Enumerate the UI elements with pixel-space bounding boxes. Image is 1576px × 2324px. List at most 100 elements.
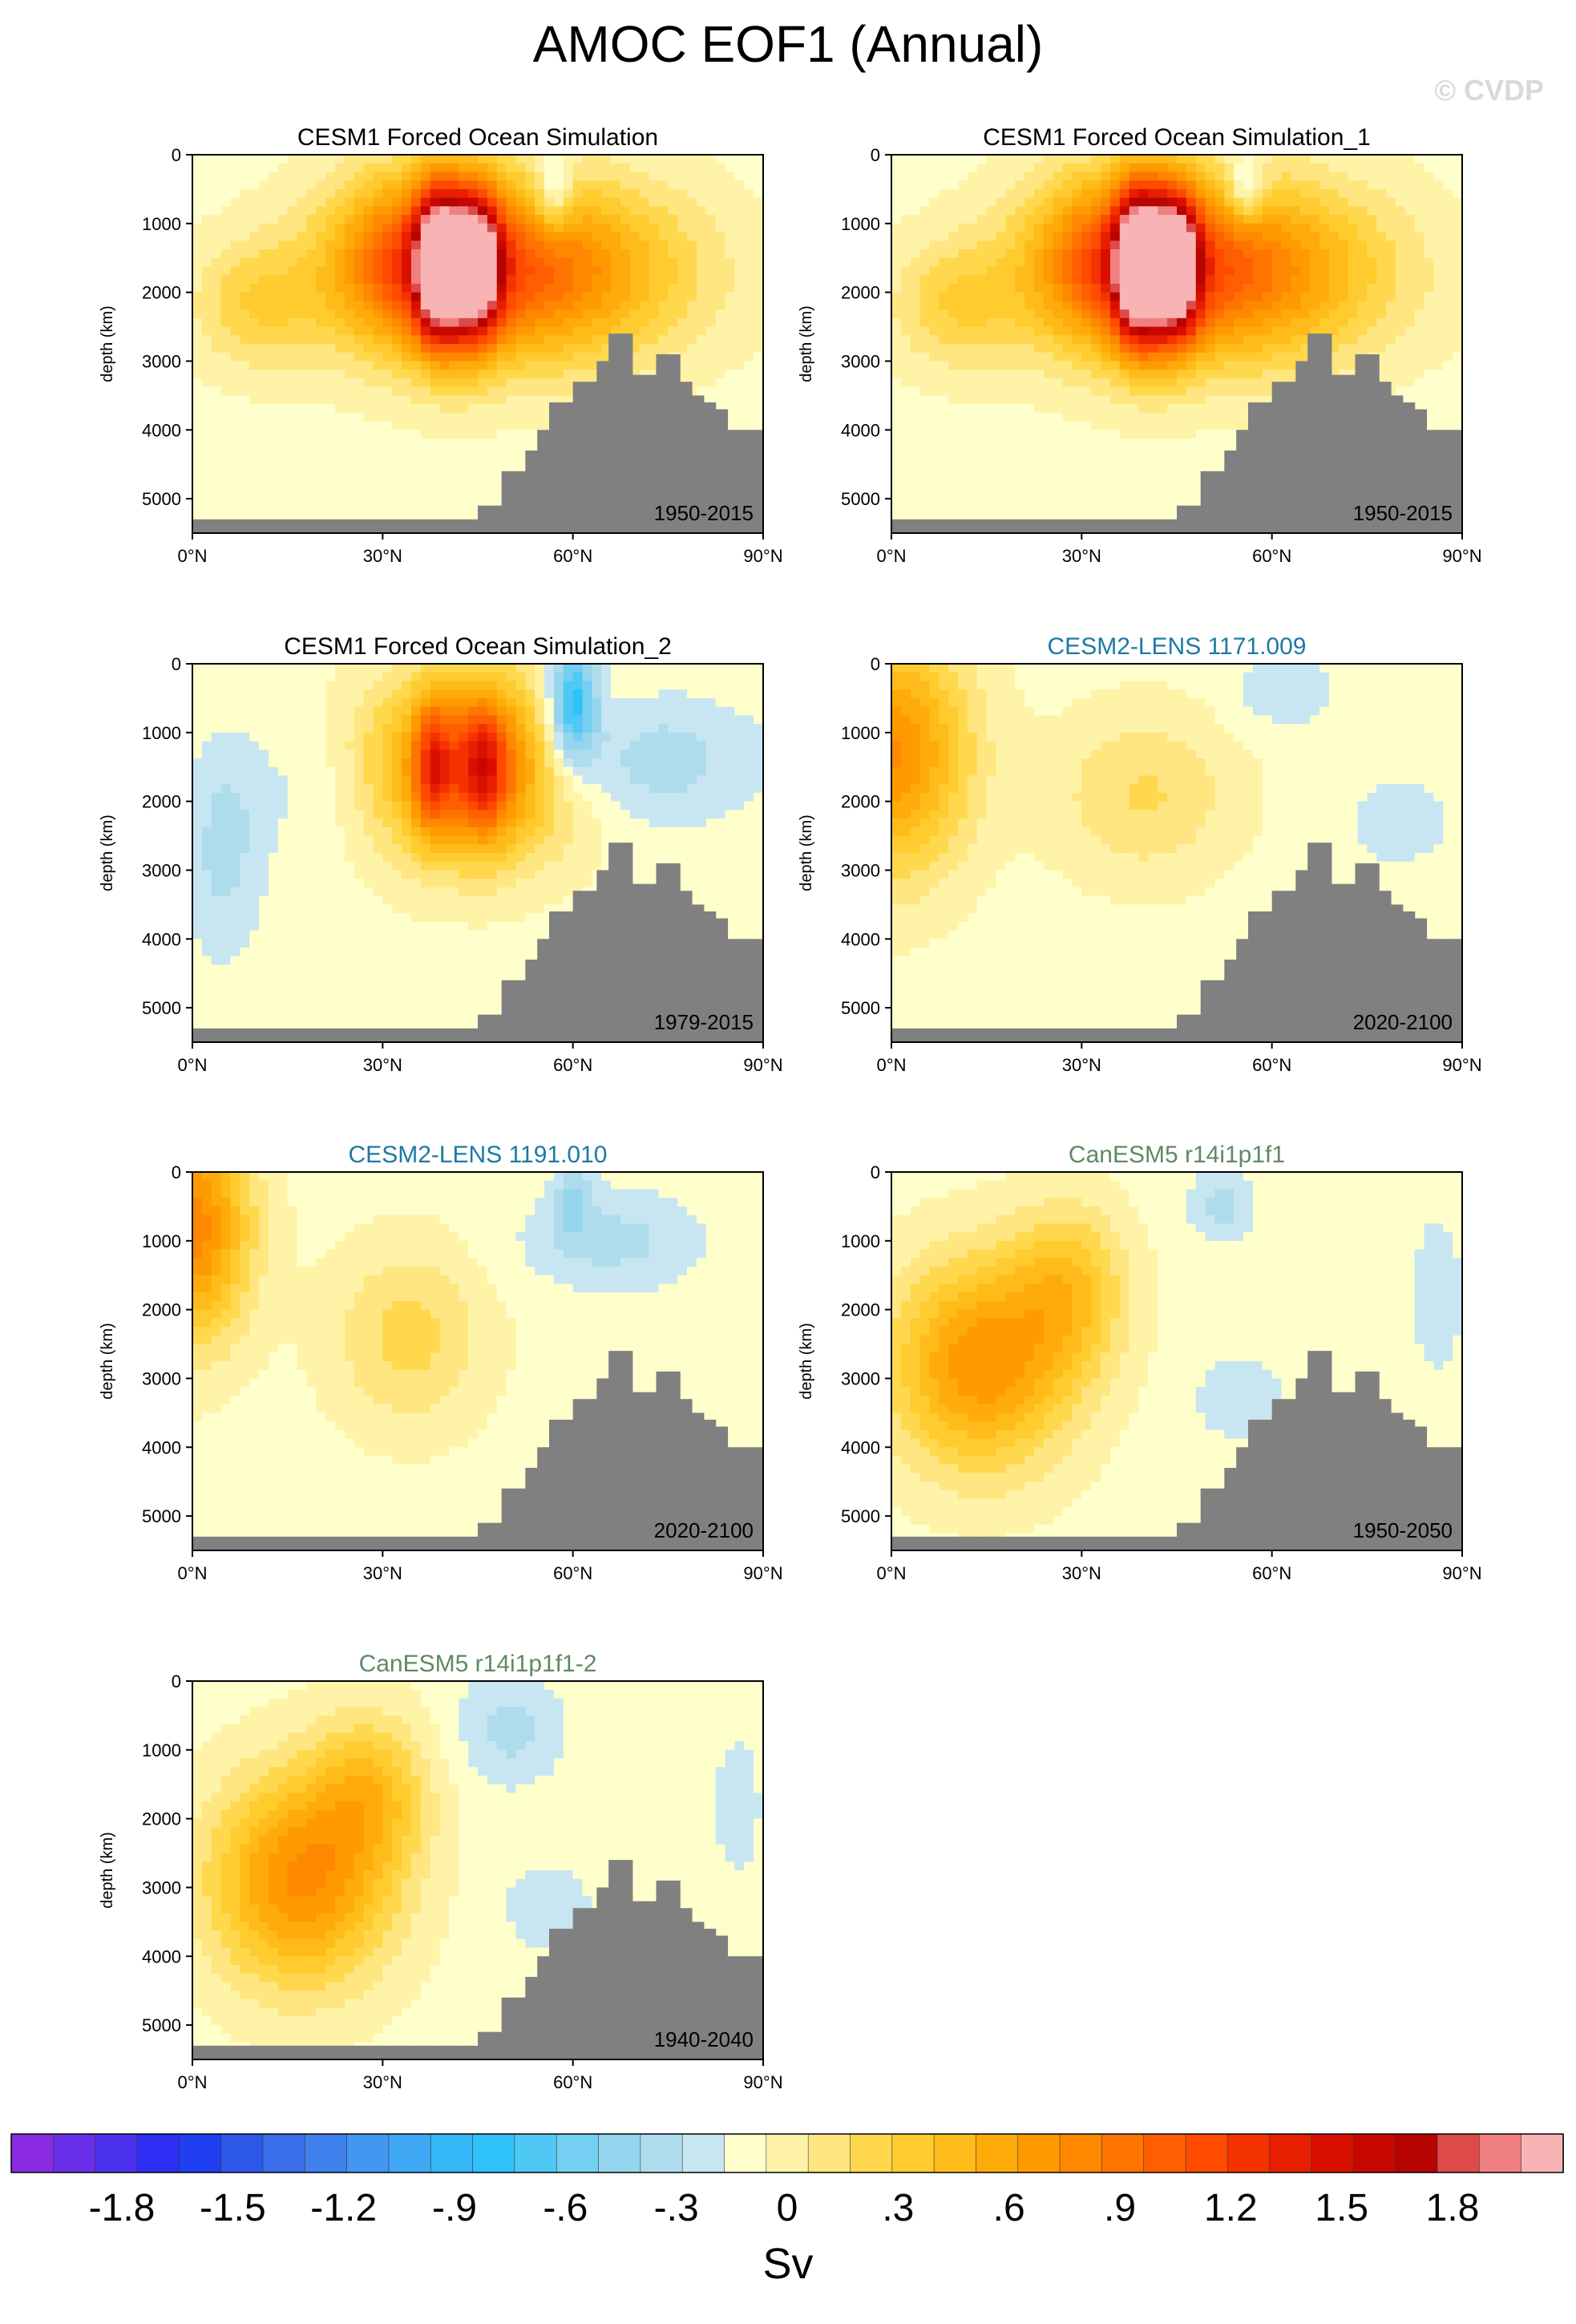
y-tick-label: 1000 xyxy=(142,214,181,234)
y-tick-label: 2000 xyxy=(142,1809,181,1829)
y-tick-label: 1000 xyxy=(142,1740,181,1760)
panel-6: CanESM5 r14i1p1f1 1950-2050 0°N 30°N 60°N 90°… xyxy=(798,1142,1482,1583)
x-tick-label: 60°N xyxy=(553,546,592,566)
panel-5-frame xyxy=(192,1171,764,1551)
colorbar-tick-label: 1.8 xyxy=(1426,2187,1480,2229)
colorbar-swatch xyxy=(724,2133,767,2173)
colorbar-swatch xyxy=(430,2133,474,2173)
y-tick-label: 4000 xyxy=(841,929,880,949)
colorbar-swatch xyxy=(1311,2133,1355,2173)
colorbar-tick-label: -1.2 xyxy=(310,2187,377,2229)
y-tick-label: 2000 xyxy=(142,792,181,812)
colorbar-tick-label: .6 xyxy=(993,2187,1025,2229)
x-tick-label: 60°N xyxy=(1252,546,1291,566)
x-tick-label: 60°N xyxy=(553,1563,592,1583)
colorbar-swatch xyxy=(1353,2133,1396,2173)
panel-4-title: CESM2-LENS 1171.009 xyxy=(1048,633,1307,660)
colorbar-swatch xyxy=(640,2133,683,2173)
y-tick-label: 0 xyxy=(871,654,880,674)
panel-3-ylabel: depth (km) xyxy=(99,814,116,891)
y-tick-label: 2000 xyxy=(841,1300,880,1320)
panel-4: CESM2-LENS 1171.009 2020-2100 0°N 30°N 60°N 9… xyxy=(798,633,1482,1075)
y-tick-label: 5000 xyxy=(841,998,880,1018)
y-tick-label: 1000 xyxy=(142,723,181,743)
x-tick-label: 0°N xyxy=(877,1055,907,1075)
colorbar-frame xyxy=(10,2133,1564,2173)
panel-1: CESM1 Forced Ocean Simulation 1950-2015 0°… xyxy=(99,124,783,566)
colorbar-swatch xyxy=(598,2133,641,2173)
colorbar-swatch xyxy=(1143,2133,1186,2173)
y-tick-label: 4000 xyxy=(142,420,181,440)
panel-1-frame xyxy=(192,154,764,534)
colorbar-tick-label: -1.5 xyxy=(200,2187,266,2229)
colorbar-tick-label: .3 xyxy=(882,2187,914,2229)
x-tick-label: 0°N xyxy=(178,546,208,566)
panel-2-title: CESM1 Forced Ocean Simulation_1 xyxy=(983,124,1371,151)
y-tick-label: 5000 xyxy=(142,1506,181,1526)
x-tick-label: 60°N xyxy=(1252,1563,1291,1583)
x-tick-label: 0°N xyxy=(178,2072,208,2092)
colorbar-tick-label: -.9 xyxy=(432,2187,477,2229)
colorbar-swatch xyxy=(1017,2133,1061,2173)
y-tick-label: 3000 xyxy=(142,860,181,880)
y-tick-label: 0 xyxy=(172,1162,181,1182)
colorbar-swatch xyxy=(95,2133,138,2173)
y-tick-label: 3000 xyxy=(841,351,880,371)
panel-3-title: CESM1 Forced Ocean Simulation_2 xyxy=(284,633,672,660)
watermark: © CVDP xyxy=(1434,74,1544,107)
x-tick-label: 0°N xyxy=(178,1563,208,1583)
panel-2-frame xyxy=(891,154,1463,534)
panel-6-frame xyxy=(891,1171,1463,1551)
colorbar-swatch xyxy=(53,2133,96,2173)
colorbar-swatch xyxy=(891,2133,935,2173)
x-tick-label: 30°N xyxy=(1062,1563,1101,1583)
panel-6-bathymetry xyxy=(891,1351,1463,1550)
y-tick-label: 1000 xyxy=(841,723,880,743)
x-tick-label: 30°N xyxy=(363,1055,402,1075)
panel-2-period: 1950-2015 xyxy=(1353,501,1453,525)
panel-4-ylabel: depth (km) xyxy=(798,814,815,891)
panel-4-period: 2020-2100 xyxy=(1353,1010,1453,1034)
colorbar-swatch xyxy=(1437,2133,1481,2173)
x-tick-label: 60°N xyxy=(553,2072,592,2092)
colorbar-tick-label: -.6 xyxy=(543,2187,588,2229)
colorbar-tick-label: -1.8 xyxy=(89,2187,156,2229)
colorbar-swatch xyxy=(850,2133,893,2173)
x-tick-label: 90°N xyxy=(743,1563,782,1583)
y-tick-label: 3000 xyxy=(841,1368,880,1388)
colorbar-tick-label: -.3 xyxy=(654,2187,699,2229)
y-tick-label: 0 xyxy=(871,1162,880,1182)
panel-1-ylabel: depth (km) xyxy=(99,305,116,382)
panel-7-period: 1940-2040 xyxy=(654,2027,754,2051)
panel-5-ylabel: depth (km) xyxy=(99,1323,116,1400)
y-tick-label: 2000 xyxy=(841,792,880,812)
panel-5-title: CESM2-LENS 1191.010 xyxy=(349,1142,608,1168)
x-tick-label: 0°N xyxy=(178,1055,208,1075)
y-tick-label: 4000 xyxy=(841,1437,880,1457)
x-tick-label: 30°N xyxy=(1062,546,1101,566)
page-title: AMOC EOF1 (Annual) xyxy=(532,15,1044,73)
panel-7-frame xyxy=(192,1680,764,2060)
panel-2-bathymetry xyxy=(891,333,1463,533)
y-tick-label: 0 xyxy=(172,145,181,165)
colorbar-swatch xyxy=(388,2133,432,2173)
colorbar-swatch xyxy=(681,2133,725,2173)
panel-7: CanESM5 r14i1p1f1-2 1940-2040 0°N 30°N 60°N 9… xyxy=(99,1651,783,2092)
colorbar-swatch xyxy=(933,2133,977,2173)
y-tick-label: 1000 xyxy=(841,214,880,234)
colorbar-swatch xyxy=(1185,2133,1229,2173)
colorbar-swatch xyxy=(136,2133,180,2173)
y-tick-label: 4000 xyxy=(142,1437,181,1457)
colorbar-swatch xyxy=(766,2133,809,2173)
y-tick-label: 2000 xyxy=(142,1300,181,1320)
colorbar-swatch xyxy=(262,2133,306,2173)
colorbar-units: Sv xyxy=(762,2240,813,2288)
panel-4-bathymetry xyxy=(891,843,1463,1042)
colorbar-swatch xyxy=(1059,2133,1103,2173)
x-tick-label: 90°N xyxy=(1442,1563,1481,1583)
y-tick-label: 5000 xyxy=(142,998,181,1018)
x-tick-label: 30°N xyxy=(363,1563,402,1583)
colorbar-swatch xyxy=(976,2133,1019,2173)
colorbar-tick-label: .9 xyxy=(1104,2187,1136,2229)
